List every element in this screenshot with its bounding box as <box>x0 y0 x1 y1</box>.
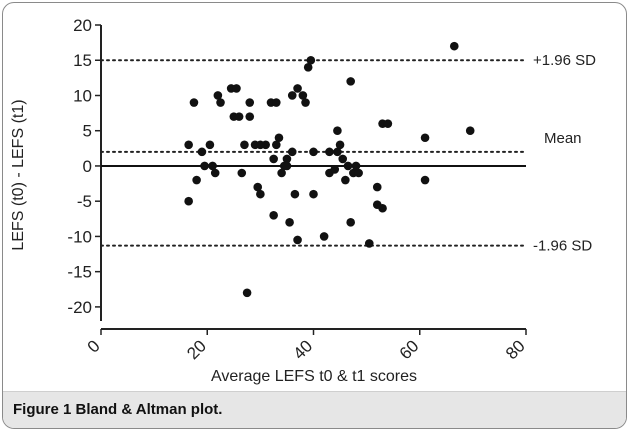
data-point <box>287 147 297 157</box>
x-tick-label: 60 <box>396 336 423 363</box>
data-point <box>205 140 215 150</box>
caption-label: Figure 1 <box>13 401 72 418</box>
y-tick-label: -15 <box>67 263 92 282</box>
y-tick-label: 10 <box>73 86 92 105</box>
data-point <box>274 133 284 143</box>
data-points <box>184 41 475 298</box>
bland-altman-chart: 20 15 10 5 0 -5 -10 -15 -20 0 20 40 60 80 +1.96 SD Mean… <box>10 16 596 385</box>
data-point <box>234 112 244 121</box>
x-tick-label: 20 <box>183 336 210 363</box>
data-point <box>192 175 201 185</box>
data-point <box>293 235 302 245</box>
x-axis-label: Average LEFS t0 & t1 scores <box>211 368 417 385</box>
data-point <box>309 189 318 199</box>
data-point <box>256 140 265 150</box>
data-point <box>325 147 334 157</box>
data-point <box>346 218 355 227</box>
data-point <box>301 98 310 107</box>
data-point <box>333 126 342 136</box>
data-point <box>319 232 329 241</box>
data-point <box>306 55 316 65</box>
data-point <box>338 154 348 164</box>
data-point <box>420 175 430 185</box>
data-point <box>245 98 255 107</box>
data-point <box>343 161 353 171</box>
reference-line-label: -1.96 SD <box>533 238 592 255</box>
data-point <box>213 91 223 100</box>
x-tick-label: 0 <box>84 336 104 356</box>
data-point <box>285 218 294 227</box>
data-point <box>184 196 193 206</box>
data-point <box>298 91 308 100</box>
data-point <box>282 161 292 171</box>
data-point <box>269 210 278 220</box>
data-point <box>245 112 255 121</box>
y-tick-label: -5 <box>77 192 92 211</box>
y-tick-label: 0 <box>83 157 92 176</box>
data-point <box>210 168 220 178</box>
data-point <box>383 119 393 128</box>
data-point <box>272 98 281 107</box>
data-point <box>449 41 459 51</box>
data-point <box>354 168 363 178</box>
figure-caption: Figure 1 Bland & Altman plot. <box>3 391 626 428</box>
data-point <box>420 133 430 143</box>
data-point <box>240 140 249 150</box>
reference-line-label: Mean <box>544 130 582 147</box>
data-point <box>372 182 382 192</box>
data-point <box>303 62 313 72</box>
y-axis-label: LEFS (t0) - LEFS (t1) <box>10 99 27 250</box>
data-point <box>335 140 345 150</box>
data-point <box>256 189 265 199</box>
data-point <box>309 147 318 157</box>
data-point <box>330 165 340 174</box>
data-point <box>341 175 350 185</box>
y-tick-label: -20 <box>67 298 92 317</box>
x-tick-label: 40 <box>290 336 317 363</box>
data-point <box>333 147 342 157</box>
data-point <box>465 126 475 136</box>
y-tick-label: -10 <box>67 227 92 246</box>
data-point <box>200 161 209 171</box>
axes: 20 15 10 5 0 -5 -10 -15 -20 0 20 40 60 80 +1.96 SD Mean… <box>67 16 596 363</box>
data-point <box>242 288 252 298</box>
data-point <box>237 168 247 178</box>
data-point <box>189 98 199 107</box>
data-point <box>293 84 302 93</box>
data-point <box>269 154 278 164</box>
data-point <box>272 140 281 150</box>
data-point <box>216 98 225 107</box>
y-tick-label: 20 <box>73 16 92 35</box>
data-point <box>282 154 292 164</box>
data-point <box>287 91 297 100</box>
x-tick-label: 80 <box>502 336 529 363</box>
data-point <box>372 200 382 210</box>
data-point <box>290 189 300 199</box>
data-point <box>197 147 207 157</box>
data-point <box>277 168 286 178</box>
y-tick-label: 15 <box>73 51 92 70</box>
data-point <box>208 161 217 171</box>
data-point <box>232 84 241 93</box>
data-point <box>184 140 193 150</box>
data-point <box>351 161 361 171</box>
data-point <box>364 239 374 248</box>
y-tick-label: 5 <box>83 122 92 141</box>
data-point <box>346 77 355 86</box>
caption-text: Bland & Altman plot. <box>71 401 223 418</box>
data-point <box>253 182 263 192</box>
reference-line-label: +1.96 SD <box>533 52 596 69</box>
